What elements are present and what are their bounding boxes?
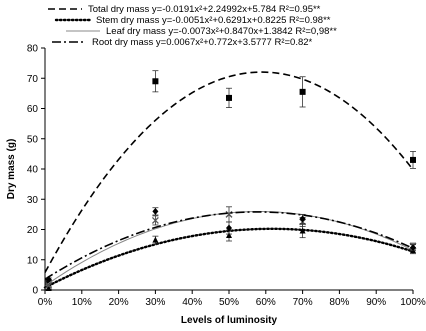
trend-line	[44, 71, 414, 273]
y-tick-label: 0	[32, 286, 38, 297]
marker-square	[226, 94, 232, 101]
x-tick-label: 40%	[182, 297, 202, 308]
legend-equation: y=-0.0191x²+2.24992x+5.784	[152, 4, 279, 15]
x-tick-label: 90%	[366, 297, 386, 308]
legend-equation: y=-0.0051x²+0.6291x+0.8225	[162, 15, 289, 26]
y-tick-label: 20	[27, 225, 39, 236]
x-tick-label: 50%	[219, 297, 239, 308]
marker-triangle	[45, 284, 52, 291]
legend-name: Total dry mass y=-0.0191x²+2.24992x+5.78…	[88, 4, 321, 15]
marker-diamond	[226, 224, 232, 232]
legend-r2: R²=0.82*	[274, 37, 312, 48]
legend-name: Leaf dry mass y=-0.0073x²+0.8470x+1.3842…	[106, 26, 337, 37]
y-tick-label: 40	[27, 165, 39, 176]
x-tick-label: 0%	[38, 297, 53, 308]
trend-line	[44, 211, 414, 280]
series-total-dry-mass	[44, 70, 416, 286]
y-tick-label: 30	[27, 195, 39, 206]
x-tick-label: 80%	[329, 297, 349, 308]
marker-square	[410, 156, 416, 163]
legend-r2: R²=0.95**	[279, 4, 321, 15]
y-tick-label: 80	[27, 44, 39, 55]
marker-diamond	[45, 275, 52, 283]
legend-r2: R²=0.98**	[289, 15, 331, 26]
x-tick-label: 30%	[145, 297, 165, 308]
marker-x-stroke	[151, 216, 159, 224]
x-tick-label: 10%	[72, 297, 92, 308]
marker-square	[152, 78, 159, 85]
series-root-dry-mass	[44, 207, 416, 283]
legend-r2: R²=0,98**	[295, 26, 337, 37]
x-tick-label: 70%	[293, 297, 313, 308]
y-tick-label: 60	[27, 104, 39, 115]
y-tick-label: 50	[27, 134, 39, 145]
marker-triangle	[152, 236, 159, 243]
plot-area	[43, 70, 417, 291]
x-tick-label: 60%	[256, 297, 276, 308]
x-tick-label: 100%	[400, 297, 426, 308]
legend-equation: y=-0.0073x²+0.8470x+1.3842	[168, 26, 295, 37]
marker-diamond	[152, 207, 159, 215]
marker-x-stroke	[45, 282, 53, 289]
marker-x	[45, 282, 53, 289]
marker-square	[299, 88, 306, 95]
y-tick-label: 10	[27, 255, 39, 266]
marker-x	[151, 216, 159, 224]
y-tick-label: 70	[27, 74, 39, 85]
marker-triangle	[226, 232, 232, 239]
marker-triangle	[299, 227, 306, 234]
x-tick-label: 20%	[109, 297, 129, 308]
legend-name: Stem dry mass y=-0.0051x²+0.6291x+0.8225…	[96, 15, 331, 26]
x-axis-title: Levels of luminosity	[181, 315, 278, 326]
legend: Total dry mass y=-0.0191x²+2.24992x+5.78…	[48, 4, 337, 48]
marker-diamond	[410, 244, 416, 252]
legend-name: Root dry mass y=0.0067x²+0.772x+3.5777 R…	[92, 37, 313, 48]
marker-diamond	[299, 215, 306, 223]
legend-equation: y=0.0067x²+0.772x+3.5777	[156, 37, 275, 48]
axes: 0 10 20 30 40 50 60 70 80 0% 10% 20% 30% 40% 50% 60% 70%…	[27, 44, 426, 309]
y-axis-title: Dry mass (g)	[6, 139, 17, 200]
